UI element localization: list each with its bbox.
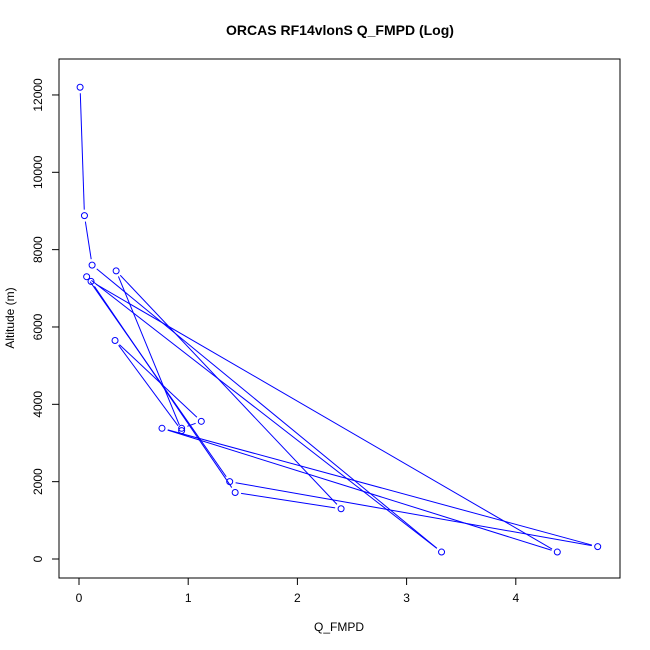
series-segment [118,345,179,427]
x-axis: 0 1 2 3 4 [76,577,519,605]
series-segment [119,344,198,418]
data-point [112,267,120,275]
x-axis-label: Q_FMPD [314,620,364,634]
chart-title: ORCAS RF14vlonS Q_FMPD (Log) [226,22,454,38]
data-point [83,273,91,281]
data-point [553,548,561,556]
series-segment [96,268,438,549]
series-segment [84,221,92,260]
series-segment [91,279,438,549]
data-point [178,427,186,435]
x-tick-label: 2 [294,591,301,605]
series-points [76,83,602,556]
x-tick-label: 1 [185,591,192,605]
y-tick-label: 2000 [31,468,45,495]
y-tick-label: 0 [31,555,45,562]
series-segment [235,482,592,547]
y-tick-label: 10000 [31,155,45,189]
y-tick-label: 8000 [31,236,45,263]
data-point [438,548,446,556]
series-lines [79,93,593,551]
series-segment [93,286,233,488]
data-point [111,337,119,345]
data-point [594,543,602,551]
y-axis-label: Altitude (m) [3,287,17,348]
series-segment [119,274,338,505]
data-point [337,505,345,513]
x-tick-label: 0 [76,591,83,605]
series-segment [167,429,593,546]
y-tick-label: 12000 [31,78,45,112]
series-segment [79,93,85,210]
data-point [197,417,205,425]
y-axis: 0 2000 4000 6000 8000 10000 12000 [31,78,60,562]
series-segment [241,492,336,509]
y-tick-label: 6000 [31,313,45,340]
series-segment [95,283,553,550]
data-point [158,424,166,432]
data-point [88,261,96,269]
data-point [226,478,234,486]
y-tick-label: 4000 [31,391,45,418]
data-point [80,212,88,220]
data-point [76,83,84,91]
series-segment [187,422,196,427]
series-segment [117,276,180,426]
data-point [178,424,186,432]
data-point [87,277,95,285]
data-point [231,488,239,496]
series-segment [167,429,552,551]
x-tick-label: 3 [403,591,410,605]
x-tick-label: 4 [512,591,519,605]
